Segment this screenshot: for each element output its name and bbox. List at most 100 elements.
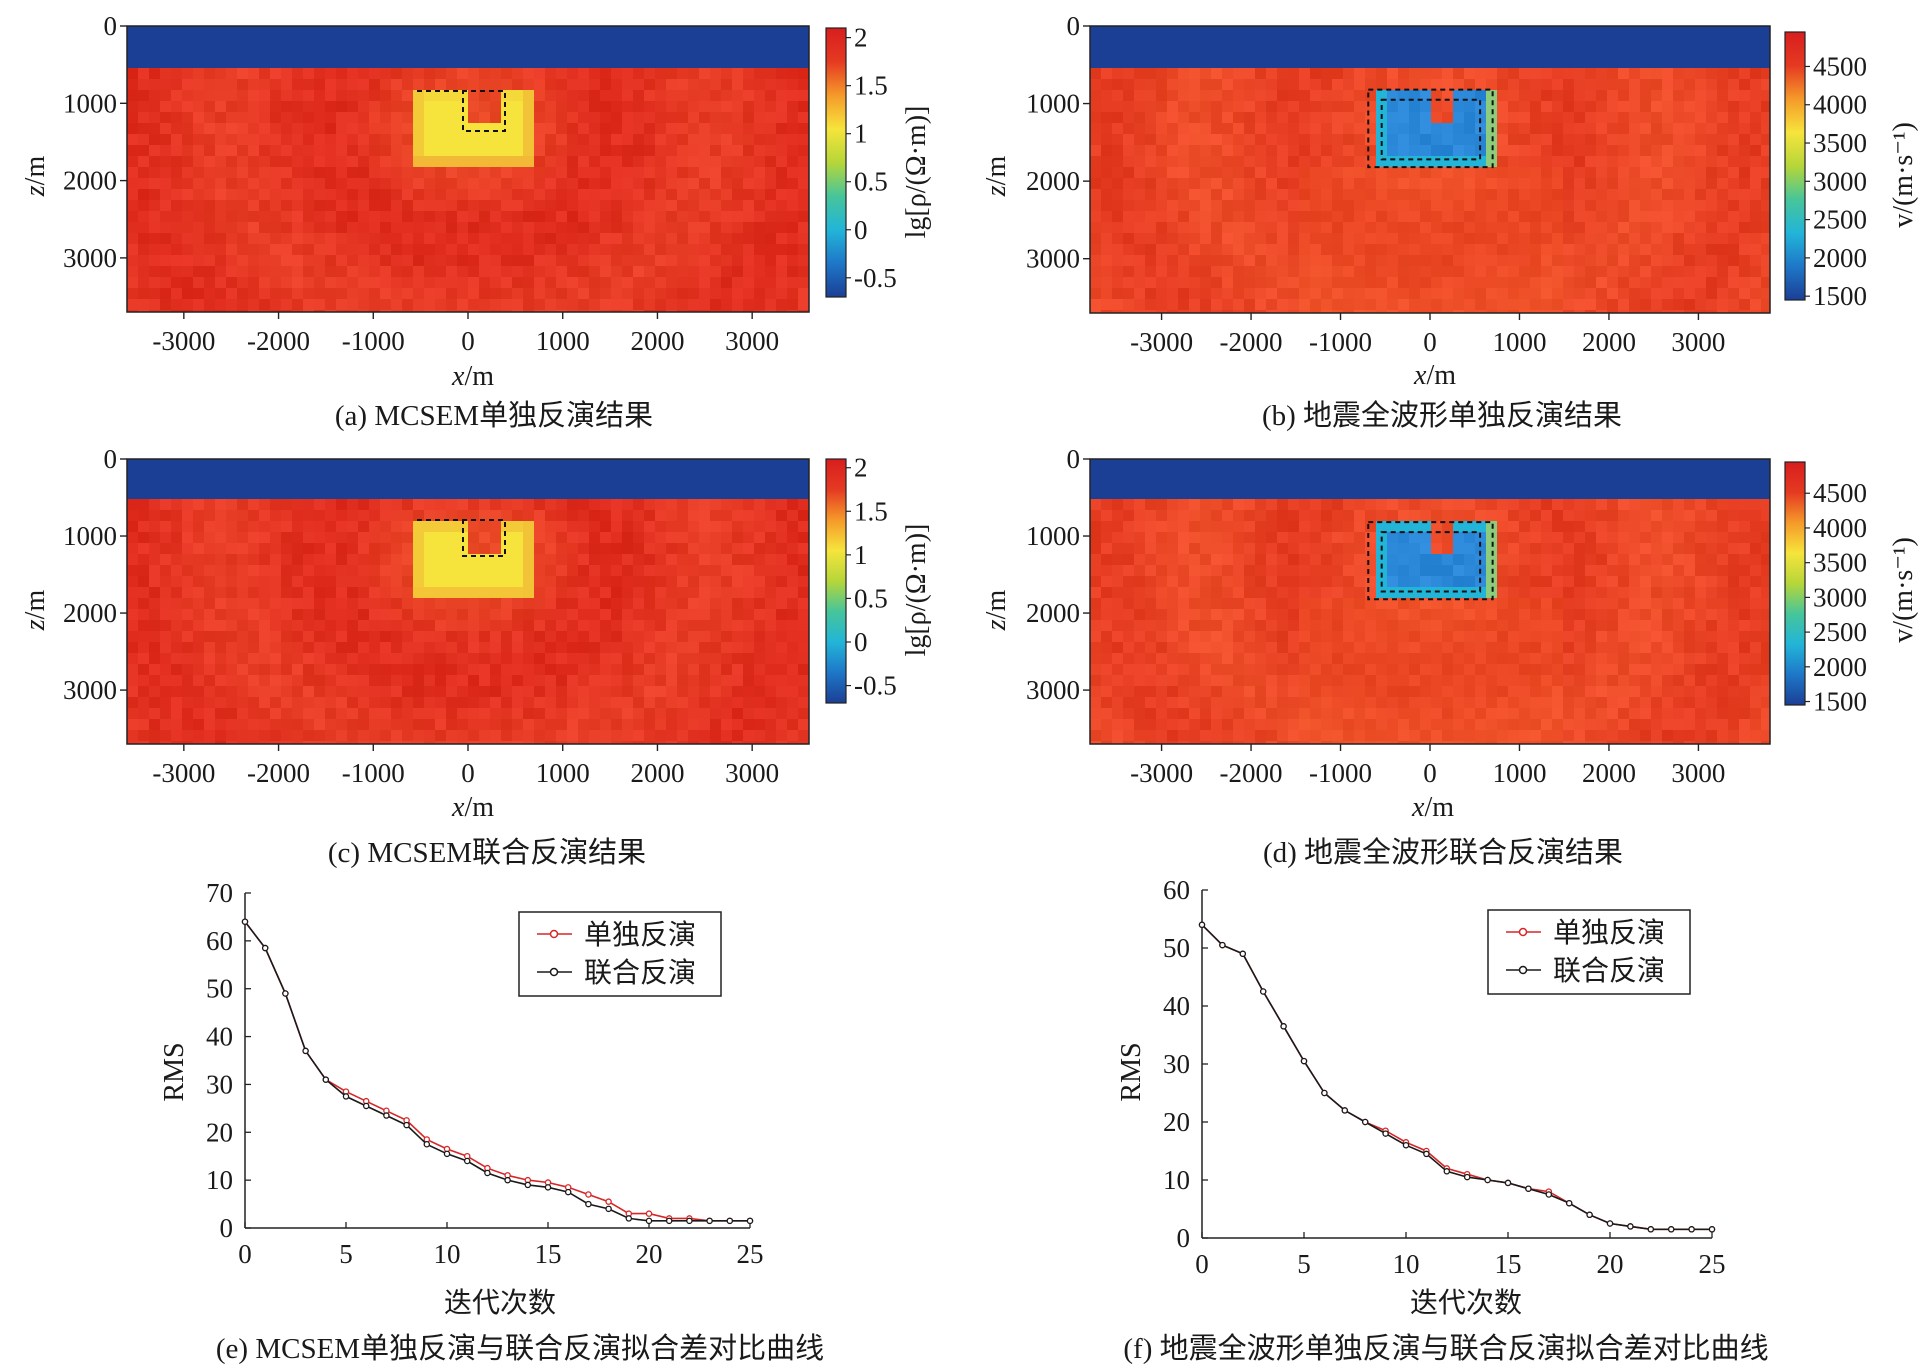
z-tick-label: 3000 — [1026, 675, 1080, 705]
series-point-joint — [645, 1217, 653, 1225]
panel-a-z-ticks: 0 1000 2000 3000 — [63, 11, 127, 273]
z-tick-label: 1000 — [63, 88, 117, 118]
panel-c-water-layer — [127, 459, 809, 499]
y-tick-label: 50 — [1163, 933, 1190, 963]
series-point-joint — [484, 1169, 491, 1177]
series-point-joint — [1708, 1226, 1716, 1233]
x-tick-label: 5 — [1297, 1249, 1311, 1279]
chart-e: 0 5 10 15 20 25 0 10 20 30 40 50 60 70 迭代次数 RMS 单独反演 … — [159, 878, 824, 1365]
panel-b-x-ticks: -3000 -2000 -1000 0 1000 2000 3000 — [1130, 313, 1725, 357]
series-line-joint — [244, 921, 750, 1222]
z-tick-label: 3000 — [63, 675, 117, 705]
z-tick-label: 2000 — [1026, 166, 1080, 196]
x-tick-label: -2000 — [1220, 758, 1283, 788]
series-point-joint — [585, 1200, 592, 1208]
series-point-separate — [605, 1198, 612, 1205]
x-tick-label: 0 — [461, 326, 475, 356]
series-point-joint — [282, 990, 289, 997]
panel-a-pixel-field — [127, 68, 809, 312]
colorbar-tick-label: 0 — [854, 215, 868, 245]
series-point-joint — [564, 1188, 572, 1196]
y-tick-label: 30 — [206, 1069, 233, 1099]
y-tick-label: 60 — [206, 926, 233, 956]
series-point-joint — [1627, 1223, 1634, 1230]
colorbar-tick-label: 2000 — [1813, 652, 1867, 682]
x-tick-label: 25 — [737, 1239, 764, 1269]
z-tick-label: 3000 — [63, 243, 117, 273]
y-tick-label: 10 — [206, 1165, 233, 1195]
panel-b-image — [1090, 26, 1770, 313]
x-tick-label: -2000 — [247, 326, 310, 356]
x-tick-label: 1000 — [536, 758, 590, 788]
colorbar-tick-label: 4500 — [1813, 478, 1867, 508]
panel-d-colorbar: 4500 4000 3500 3000 2500 2000 1500 — [1784, 461, 1867, 717]
chart-f-x-label: 迭代次数 — [1410, 1287, 1522, 1319]
colorbar-gradient — [825, 27, 847, 298]
panel-d-x-label: x/m — [1411, 792, 1454, 823]
series-point-joint — [1525, 1185, 1532, 1192]
colorbar-tick-label: 1 — [854, 119, 868, 149]
y-tick-label: 0 — [220, 1213, 234, 1243]
series-point-joint — [362, 1102, 370, 1110]
series-point-joint — [403, 1121, 410, 1129]
z-tick-label: 1000 — [1026, 89, 1080, 119]
panel-a-colorbar: 2 1.5 1 0.5 0 -0.5 — [825, 23, 897, 298]
panel-a-target-outline — [417, 90, 506, 132]
x-tick-label: 3000 — [1671, 327, 1725, 357]
panel-c-x-label: x/m — [451, 792, 494, 823]
panel-b-z-ticks: 0 1000 2000 3000 — [1026, 11, 1090, 274]
panel-a-colorbar-label: lg[ρ/(Ω·m)] — [901, 106, 932, 239]
series-point-joint — [1280, 1023, 1287, 1030]
panel-a-image — [127, 26, 809, 312]
chart-f-legend-label-separate: 单独反演 — [1553, 917, 1665, 949]
series-point-joint — [1586, 1211, 1593, 1219]
colorbar-tick-label: 3500 — [1813, 128, 1867, 158]
x-tick-label: -3000 — [152, 758, 215, 788]
series-point-joint — [1484, 1176, 1491, 1184]
series-line-joint — [1201, 924, 1712, 1231]
series-point-joint — [625, 1215, 633, 1222]
series-point-joint — [1688, 1226, 1695, 1233]
y-tick-label: 40 — [1163, 991, 1190, 1021]
panel-c-z-ticks: 0 1000 2000 3000 — [63, 444, 127, 705]
y-tick-label: 0 — [1177, 1223, 1191, 1253]
x-tick-label: 0 — [238, 1239, 252, 1269]
colorbar-tick-label: 0 — [854, 627, 868, 657]
series-point-joint — [1259, 988, 1267, 995]
panel-b-z-label: z/m — [981, 156, 1012, 198]
y-tick-label: 40 — [206, 1022, 233, 1052]
z-tick-label: 3000 — [1026, 244, 1080, 274]
z-tick-label: 0 — [1067, 444, 1081, 474]
panel-d-image — [1090, 459, 1770, 744]
z-tick-label: 1000 — [63, 521, 117, 551]
panel-c-image — [127, 459, 809, 744]
colorbar-tick-label: -0.5 — [854, 671, 897, 701]
panel-d-colorbar-label: v/(m·s⁻¹) — [1888, 537, 1919, 643]
colorbar-tick-label: 2500 — [1813, 205, 1867, 235]
x-tick-label: 2000 — [630, 326, 684, 356]
colorbar-gradient — [825, 458, 847, 704]
y-tick-label: 50 — [206, 974, 233, 1004]
y-tick-label: 30 — [1163, 1049, 1190, 1079]
colorbar-tick-label: 4500 — [1813, 51, 1867, 81]
series-point-joint — [1463, 1173, 1471, 1181]
series-point-joint — [1219, 941, 1226, 949]
series-point-joint — [686, 1217, 693, 1225]
colorbar-tick-label: 2000 — [1813, 243, 1867, 273]
panel-b-x-label: x/m — [1413, 360, 1456, 391]
chart-f-legend: 单独反演 联合反演 — [1487, 909, 1691, 995]
colorbar-tick-label: 4000 — [1813, 90, 1867, 120]
series-point-joint — [726, 1217, 734, 1225]
chart-f-legend-label-joint: 联合反演 — [1553, 955, 1665, 987]
series-point-separate — [585, 1191, 592, 1198]
panel-b-colorbar-label: v/(m·s⁻¹) — [1888, 122, 1919, 228]
x-tick-label: -1000 — [342, 326, 405, 356]
colorbar-tick-label: 0.5 — [854, 583, 888, 613]
z-tick-label: 0 — [104, 11, 118, 41]
panel-c-z-label: z/m — [20, 590, 51, 632]
series-point-joint — [1321, 1089, 1328, 1097]
series-point-joint — [463, 1157, 471, 1165]
x-tick-label: 10 — [434, 1239, 461, 1269]
x-tick-label: 2000 — [1582, 327, 1636, 357]
